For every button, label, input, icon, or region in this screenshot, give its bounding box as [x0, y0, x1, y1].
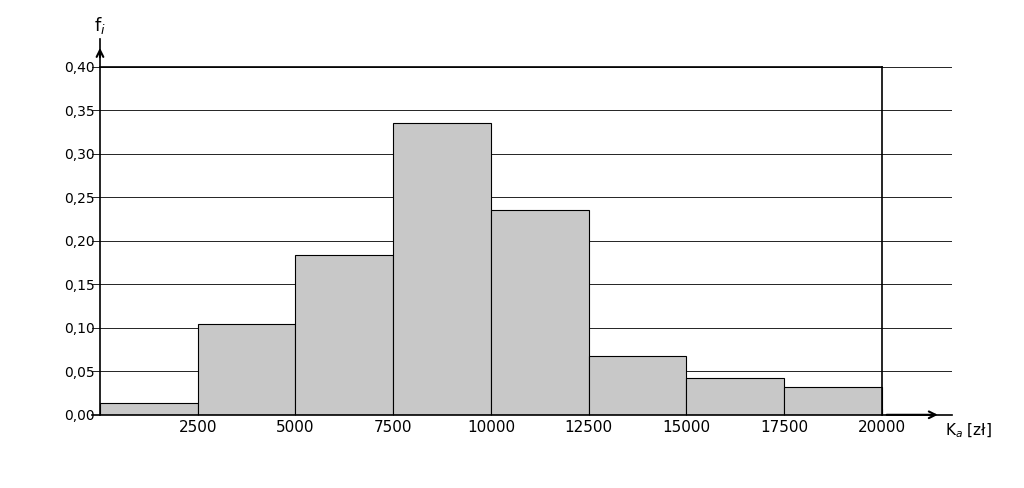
- Bar: [784, 387, 882, 415]
- Bar: [296, 255, 393, 415]
- Text: K$_a$ [zł]: K$_a$ [zł]: [944, 421, 991, 440]
- Bar: [686, 378, 784, 415]
- Bar: [490, 209, 589, 415]
- Bar: [393, 122, 490, 415]
- Bar: [589, 356, 686, 415]
- Bar: [100, 404, 198, 415]
- Bar: [198, 325, 296, 415]
- Text: f$_i$: f$_i$: [94, 16, 105, 37]
